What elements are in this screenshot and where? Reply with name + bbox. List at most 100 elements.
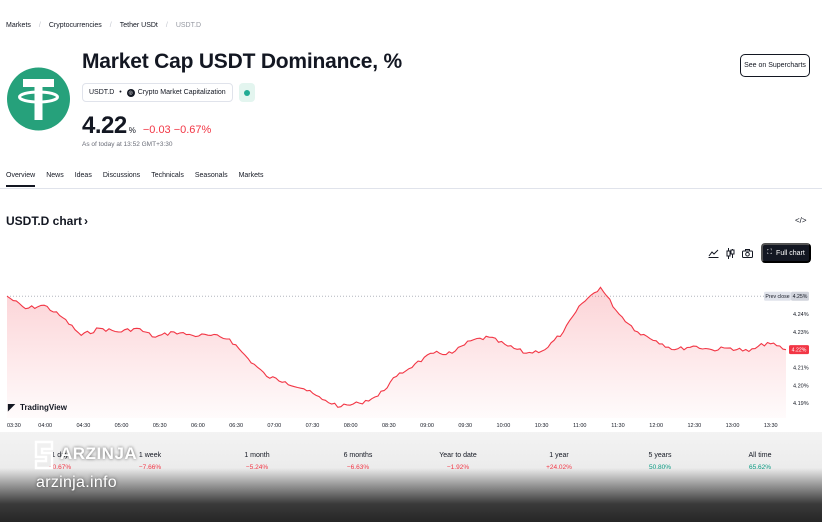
stat-value: −5.24% [245, 464, 269, 471]
stat-label: All time [748, 452, 772, 459]
stat-1-year: 1 year +24.02% [519, 452, 599, 471]
chart-toolbar: ⛶ Full chart [705, 243, 811, 263]
breadcrumb-tether[interactable]: Tether USDt [119, 22, 158, 29]
see-on-supercharts-button[interactable]: See on Supercharts [740, 54, 810, 77]
x-tick-label: 06:00 [191, 423, 205, 429]
tab-markets[interactable]: Markets [238, 172, 264, 179]
stat-label: 1 day [51, 452, 69, 459]
breadcrumb-separator: / [165, 22, 168, 29]
symbol-tags: USDT.D • ◎ Crypto Market Capitalization [82, 83, 255, 102]
arzinja-logo-icon [34, 440, 54, 470]
price-line [6, 286, 787, 408]
tradingview-brand-text: TradingView [20, 403, 68, 412]
y-tick-label: 4.24% [793, 312, 809, 318]
stat-value: −6.63% [346, 464, 370, 471]
breadcrumb-markets[interactable]: Markets [6, 22, 31, 29]
stat-label: 1 year [549, 452, 569, 459]
stat-value: −0.67% [48, 464, 72, 471]
x-tick-label: 03:30 [7, 423, 21, 429]
prev-close-value-badge: 4.25% [791, 291, 809, 301]
tab-news[interactable]: News [46, 172, 64, 179]
price-value: 4.22 [82, 112, 127, 139]
tab-bar: Overview News Ideas Discussions Technica… [6, 172, 274, 187]
tab-discussions[interactable]: Discussions [102, 172, 141, 179]
stat-value: +24.02% [546, 464, 572, 471]
stat-label: 5 years [648, 452, 672, 459]
tab-overview[interactable]: Overview [6, 172, 36, 187]
area-chart-icon[interactable] [705, 243, 722, 263]
svg-text:4.25%: 4.25% [793, 294, 808, 300]
x-tick-label: 12:00 [649, 423, 663, 429]
x-tick-label: 07:00 [267, 423, 281, 429]
camera-icon[interactable] [739, 243, 756, 263]
candles-icon[interactable] [722, 243, 739, 263]
stat-6-months: 6 months −6.63% [318, 452, 398, 471]
breadcrumb-cryptocurrencies[interactable]: Cryptocurrencies [48, 22, 102, 29]
x-tick-label: 04:30 [76, 423, 90, 429]
symbol-tag[interactable]: USDT.D • ◎ Crypto Market Capitalization [82, 83, 233, 102]
as-of-timestamp: As of today at 13:52 GMT+3:30 [82, 141, 173, 148]
performance-stats: 1 day −0.67% 1 week −7.66% 1 month −5.24% 6 mo… [0, 452, 822, 482]
breadcrumb-current: USDT.D [175, 22, 202, 29]
y-tick-label: 4.21% [793, 365, 809, 371]
stat-value: 50.80% [648, 464, 672, 471]
x-tick-label: 08:30 [382, 423, 396, 429]
prev-close-badge: Prev close [764, 291, 791, 301]
chart-section-title[interactable]: USDT.D chart › [6, 214, 88, 228]
chart-section-title-text: USDT.D chart [6, 214, 83, 228]
x-tick-label: 11:00 [573, 423, 586, 429]
arzinja-watermark: ARZINJA arzinja.info [32, 440, 172, 496]
svg-text:Prev close: Prev close [765, 294, 789, 300]
x-tick-label: 11:30 [611, 423, 624, 429]
symbol-tag-label: USDT.D [89, 89, 115, 96]
tradingview-brand: ◤ TradingView [7, 402, 68, 412]
source-icon: ◎ [126, 88, 135, 97]
change-percent: −0.67% [173, 124, 212, 136]
x-tick-label: 13:00 [726, 423, 740, 429]
x-tick-label: 07:30 [306, 423, 320, 429]
source-tag-label: Crypto Market Capitalization [137, 89, 226, 96]
breadcrumb-separator: / [109, 22, 112, 29]
x-tick-label: 12:30 [687, 423, 701, 429]
price-area-fill [7, 287, 786, 418]
x-tick-label: 04:00 [38, 423, 52, 429]
y-tick-label: 4.20% [793, 383, 809, 389]
breadcrumb: Markets / Cryptocurrencies / Tether USDt… [6, 22, 201, 29]
market-status-badge[interactable] [238, 83, 255, 102]
tab-technicals[interactable]: Technicals [151, 172, 184, 179]
stat-value: 65.62% [748, 464, 772, 471]
tab-ideas[interactable]: Ideas [74, 172, 92, 179]
x-tick-label: 13:30 [764, 423, 778, 429]
price-row: 4.22 % −0.03 −0.67% [82, 112, 211, 140]
full-chart-label: Full chart [776, 249, 805, 257]
x-tick-label: 10:00 [497, 423, 511, 429]
change-absolute: −0.03 [142, 124, 171, 136]
status-dot-icon [243, 89, 250, 96]
stat-value: −7.66% [138, 464, 162, 471]
full-chart-button[interactable]: ⛶ Full chart [761, 243, 811, 263]
tradingview-logo-icon: ◤ [7, 402, 16, 412]
stat-1-day: 1 day −0.67% [20, 452, 100, 471]
stats-background [0, 432, 822, 522]
stat-label: 1 month [244, 452, 270, 459]
y-tick-label: 4.19% [793, 401, 809, 407]
tabs-divider [0, 188, 822, 189]
stat-label: Year to date [439, 452, 477, 459]
stat-1-month: 1 month −5.24% [217, 452, 297, 471]
price-chart-svg: 4.24% 4.23% 4.21% 4.20% 4.19% 03:30 04:00 04:3… [6, 286, 809, 429]
fullscreen-icon: ⛶ [767, 249, 773, 256]
tether-logo-icon [7, 67, 70, 131]
last-value-badge: 4.22% [789, 345, 809, 355]
watermark-name: ARZINJA [60, 444, 138, 463]
price-chart[interactable]: 4.24% 4.23% 4.21% 4.20% 4.19% 03:30 04:00 04:3… [0, 270, 822, 430]
stat-value: −1.92% [446, 464, 470, 471]
tab-seasonals[interactable]: Seasonals [194, 172, 228, 179]
x-tick-label: 08:00 [344, 423, 358, 429]
stat-5-years: 5 years 50.80% [620, 452, 700, 471]
tag-separator: • [119, 89, 122, 96]
stat-year-to-date: Year to date −1.92% [418, 452, 498, 471]
embed-code-icon[interactable]: </> [795, 216, 807, 225]
y-tick-label: 4.23% [793, 330, 809, 336]
price-unit: % [128, 126, 136, 135]
chevron-right-icon: › [84, 214, 89, 228]
